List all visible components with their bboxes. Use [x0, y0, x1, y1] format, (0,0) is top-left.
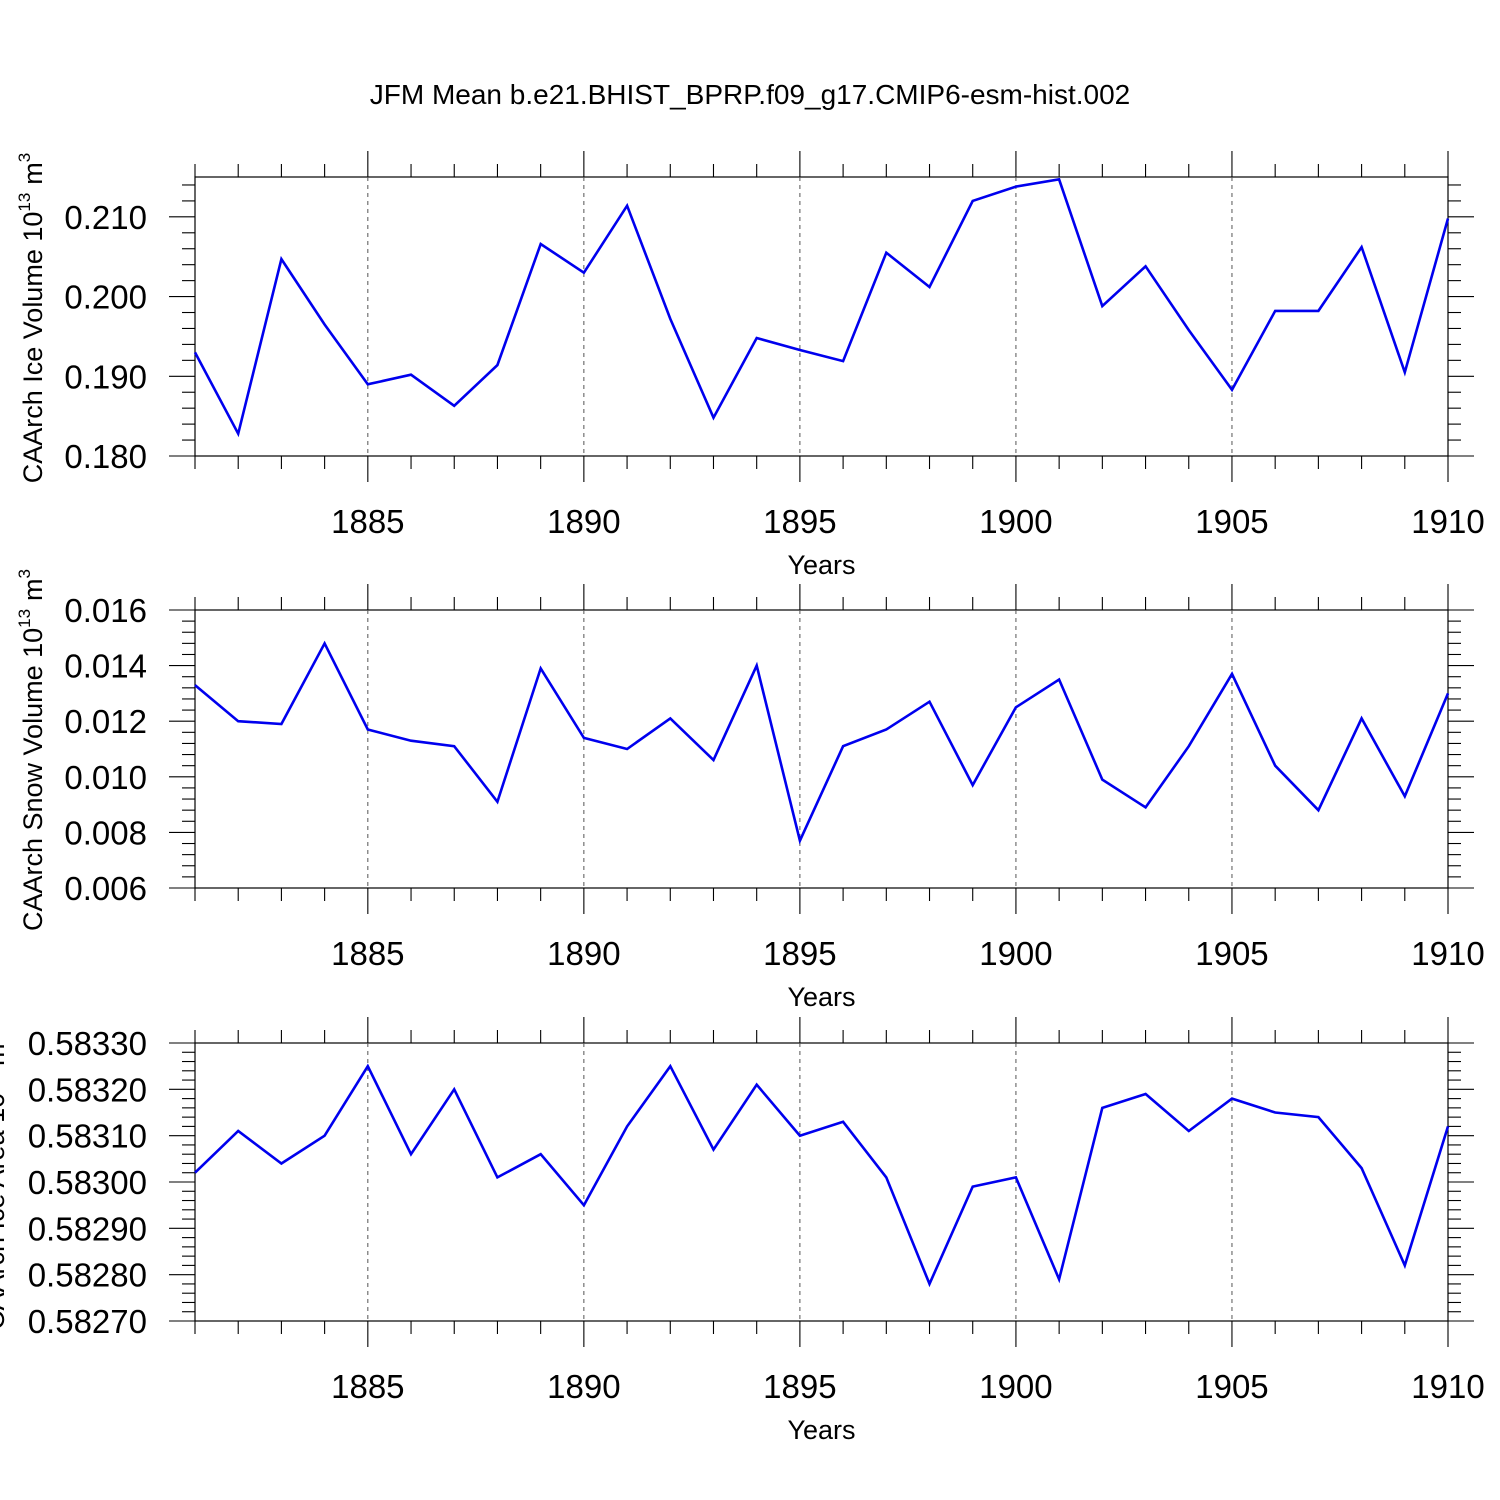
series-line [194, 640, 1450, 845]
x-tick-label: 1890 [547, 503, 620, 540]
y-axis-label-text: m [18, 162, 48, 185]
x-tick-label: 1895 [763, 935, 836, 972]
y-tick-label: 0.58270 [28, 1303, 147, 1340]
y-tick-label: 0.210 [64, 199, 147, 236]
x-axis-label: Years [787, 550, 855, 580]
y-tick-label: 0.180 [64, 438, 147, 475]
y-tick-label: 0.200 [64, 279, 147, 316]
plot-frame [194, 609, 1449, 889]
x-tick-label: 1900 [979, 503, 1052, 540]
y-axis-label-superscript: 13 [15, 193, 34, 212]
y-tick-label: 0.58320 [28, 1071, 147, 1108]
y-tick-label: 0.010 [64, 759, 147, 796]
x-tick-label: 1885 [331, 503, 404, 540]
y-axis-label-text: CAArch Snow Volume 10 [18, 628, 48, 931]
series-line [194, 1063, 1450, 1288]
y-tick-label: 0.58280 [28, 1257, 147, 1294]
x-tick-label: 1885 [331, 1368, 404, 1405]
x-tick-label: 1895 [763, 503, 836, 540]
plot-frame [194, 1042, 1449, 1322]
x-tick-label: 1905 [1195, 935, 1268, 972]
x-tick-label: 1910 [1411, 935, 1484, 972]
figure-title: JFM Mean b.e21.BHIST_BPRP.f09_g17.CMIP6-… [370, 79, 1131, 110]
x-tick-label: 1900 [979, 1368, 1052, 1405]
y-axis-label-superscript: 3 [15, 153, 34, 162]
x-tick-label: 1905 [1195, 503, 1268, 540]
panel-ice-volume: 0.180 0.190 0.200 0.210 1885 1890 1895 1900 1905… [15, 151, 1485, 580]
plot-frame [194, 176, 1449, 457]
y-axis-label: CAArch Ice Area 1013m2 [0, 1034, 10, 1330]
y-tick-label: 0.008 [64, 814, 147, 851]
x-tick-label: 1905 [1195, 1368, 1268, 1405]
x-tick-label: 1910 [1411, 1368, 1484, 1405]
y-axis-label-text: CAArch Ice Area 10 [0, 1093, 10, 1330]
y-axis-label-text: CAArch Ice Volume 10 [18, 212, 48, 484]
panel-snow-volume: 0.006 0.008 0.010 0.012 0.014 0.016 1885 1890 18… [15, 569, 1485, 1012]
y-tick-label: 0.58330 [28, 1025, 147, 1062]
y-tick-label: 0.58310 [28, 1118, 147, 1155]
y-tick-label: 0.014 [64, 648, 147, 685]
series-line [193, 177, 1450, 438]
x-tick-label: 1895 [763, 1368, 836, 1405]
y-axis-label-text: m [18, 578, 48, 601]
y-axis-label-text: m [0, 1043, 10, 1066]
y-tick-label: 0.58300 [28, 1164, 147, 1201]
x-tick-label: 1890 [547, 935, 620, 972]
y-tick-label: 0.190 [64, 358, 147, 395]
x-tick-label: 1900 [979, 935, 1052, 972]
y-tick-label: 0.016 [64, 592, 147, 629]
x-axis-label: Years [787, 1415, 855, 1445]
y-axis-label: CAArch Ice Volume 1013 m3 [15, 153, 48, 484]
y-tick-label: 0.006 [64, 870, 147, 907]
panel-ice-area: 0.58270 0.58280 0.58290 0.58300 0.58310 0.583… [0, 1017, 1485, 1445]
y-axis-label-superscript: 13 [15, 609, 34, 628]
y-axis-label: CAArch Snow Volume 1013 m3 [15, 569, 48, 931]
y-tick-label: 0.012 [64, 703, 147, 740]
y-tick-label: 0.58290 [28, 1210, 147, 1247]
x-tick-label: 1890 [547, 1368, 620, 1405]
x-tick-label: 1910 [1411, 503, 1484, 540]
x-axis-label: Years [787, 982, 855, 1012]
x-tick-label: 1885 [331, 935, 404, 972]
y-axis-label-superscript: 3 [15, 569, 34, 578]
